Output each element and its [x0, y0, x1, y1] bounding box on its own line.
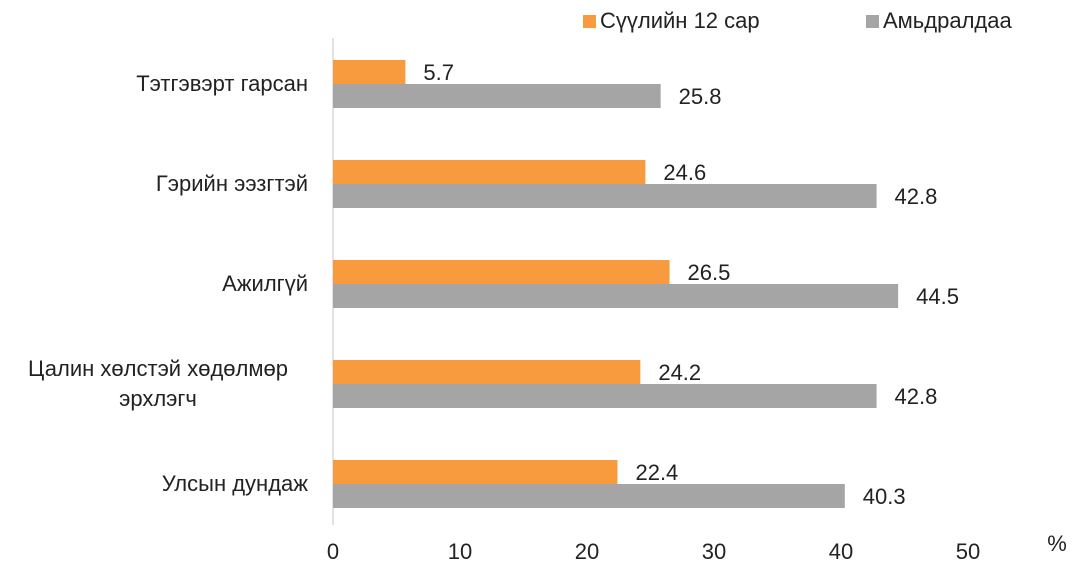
data-label: 24.6	[663, 160, 706, 185]
bar	[333, 284, 899, 308]
bar	[333, 84, 661, 108]
data-label: 5.7	[423, 60, 454, 85]
y-tick-label: Цалин хөлстэй хөдөлмөр эрхлэгч	[0, 344, 308, 424]
category-text: Гэрийн ээзгтэй	[155, 171, 308, 196]
x-tick-label: 10	[448, 539, 472, 564]
bar	[333, 260, 670, 284]
bar	[333, 484, 845, 508]
x-tick-label: 0	[327, 539, 339, 564]
y-tick-label: Гэрийн ээзгтэй	[0, 144, 308, 224]
category-text: Улсын дундаж	[161, 471, 308, 496]
legend-label: Сүүлийн 12 сар	[600, 8, 760, 33]
data-label: 22.4	[635, 460, 678, 485]
y-tick-label: Улсын дундаж	[0, 444, 308, 524]
data-label: 42.8	[895, 184, 938, 209]
data-label: 26.5	[688, 260, 731, 285]
category-text: Тэтгэвэрт гарсан	[136, 71, 308, 96]
y-tick-label: Тэтгэвэрт гарсан	[0, 44, 308, 124]
x-tick-label: 30	[702, 539, 726, 564]
x-axis-label: %	[1047, 531, 1067, 556]
category-text: Цалин хөлстэй хөдөлмөр эрхлэгч	[28, 356, 288, 411]
x-tick-label: 20	[575, 539, 599, 564]
x-tick-label: 50	[956, 539, 980, 564]
legend-label: Амьдралдаа	[883, 8, 1012, 33]
category-text: Ажилгүй	[222, 271, 308, 296]
data-label: 25.8	[679, 84, 722, 109]
bar	[333, 384, 877, 408]
legend-swatch	[866, 15, 879, 28]
bar	[333, 184, 877, 208]
x-tick-label: 40	[829, 539, 853, 564]
data-label: 44.5	[916, 284, 959, 309]
data-label: 42.8	[895, 384, 938, 409]
bar	[333, 460, 618, 484]
data-label: 40.3	[863, 484, 906, 509]
data-label: 24.2	[658, 360, 701, 385]
y-tick-label: Ажилгүй	[0, 244, 308, 324]
bar	[333, 160, 646, 184]
bar	[333, 360, 641, 384]
bar	[333, 60, 406, 84]
legend-swatch	[583, 15, 596, 28]
